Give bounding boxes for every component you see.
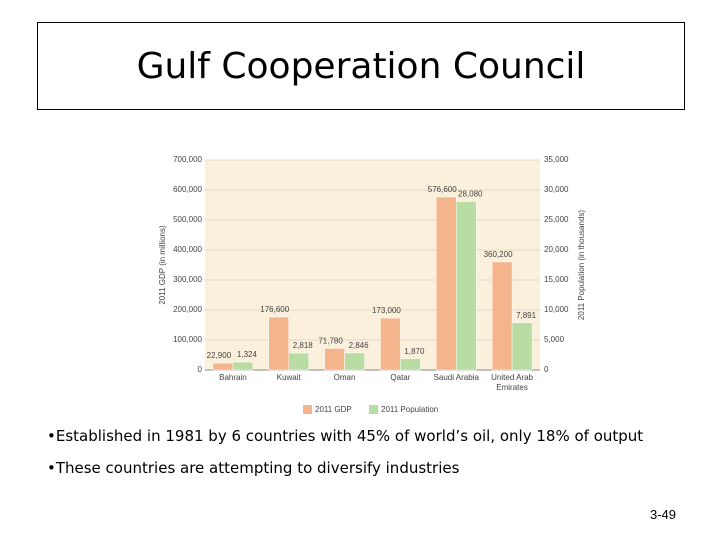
x-tick-label-box: Oman — [333, 373, 356, 382]
x-tick-label: United Arab Emirates — [491, 373, 533, 392]
plot-area — [205, 160, 540, 370]
y-axis-label: 2011 GDP (in millions) — [158, 225, 167, 305]
value-label: 173,000 — [372, 306, 401, 315]
tick-label: 20,000 — [544, 245, 569, 254]
x-tick-label-box: United Arab Emirates — [491, 373, 533, 392]
x-tick-label-box: Bahrain — [219, 373, 247, 382]
bar — [456, 201, 477, 371]
bar — [400, 358, 421, 371]
legend-label: 2011 Population — [381, 405, 438, 414]
x-tick-label-box: Qatar — [390, 373, 411, 382]
bar — [268, 316, 289, 371]
value-label: 176,600 — [260, 305, 289, 314]
tick-label: 600,000 — [173, 185, 202, 194]
bar — [324, 348, 345, 371]
tick-label: 0 — [198, 365, 203, 374]
bullet: •Established in 1981 by 6 countries with… — [47, 427, 644, 445]
value-label: 7,891 — [516, 311, 537, 320]
tick-label: 0 — [544, 365, 549, 374]
value-label: 2,818 — [293, 341, 314, 350]
tick-label: 500,000 — [173, 215, 202, 224]
value-label: 28,080 — [458, 190, 483, 199]
x-tick-label: Oman — [333, 373, 356, 382]
x-tick-label: Saudi Arabia — [433, 373, 479, 382]
bar — [511, 322, 533, 371]
tick-label: 35,000 — [544, 155, 569, 164]
legend-swatch — [303, 405, 312, 414]
tick-label: 700,000 — [173, 155, 202, 164]
y2-axis-label: 2011 Population (in thousands) — [577, 210, 586, 320]
tick-label: 15,000 — [544, 275, 569, 284]
tick-label: 300,000 — [173, 275, 202, 284]
value-label: 1,870 — [404, 347, 425, 356]
x-tick-label: Bahrain — [219, 373, 247, 382]
page-number: 3-49 — [650, 507, 677, 522]
bar — [288, 352, 309, 371]
bar — [232, 361, 254, 371]
legend-swatch — [369, 405, 378, 414]
slide-title: Gulf Cooperation Council — [37, 22, 685, 110]
value-label: 1,324 — [237, 350, 258, 359]
bar — [212, 362, 234, 371]
value-label: 576,600 — [428, 185, 457, 194]
chart: 2011 GDP (in millions) 2011 Population (… — [158, 155, 586, 414]
tick-label: 25,000 — [544, 215, 569, 224]
value-label: 71,780 — [318, 337, 343, 346]
tick-label: 400,000 — [173, 245, 202, 254]
x-tick-label: Qatar — [390, 373, 411, 382]
value-label: 360,200 — [484, 250, 513, 259]
value-label: 22,900 — [207, 351, 232, 360]
bar — [436, 196, 457, 371]
bar — [380, 317, 401, 371]
tick-label: 30,000 — [544, 185, 569, 194]
legend-label: 2011 GDP — [315, 405, 352, 414]
tick-label: 100,000 — [173, 335, 202, 344]
tick-label: 5,000 — [544, 335, 565, 344]
bar — [491, 261, 513, 371]
tick-label: 200,000 — [173, 305, 202, 314]
value-label: 2,846 — [349, 341, 370, 350]
bullet: •These countries are attempting to diver… — [47, 459, 460, 477]
x-tick-label-box: Saudi Arabia — [433, 373, 479, 382]
tick-label: 10,000 — [544, 305, 569, 314]
x-tick-label-box: Kuwait — [276, 373, 301, 382]
bar — [344, 352, 365, 371]
x-tick-label: Kuwait — [276, 373, 301, 382]
